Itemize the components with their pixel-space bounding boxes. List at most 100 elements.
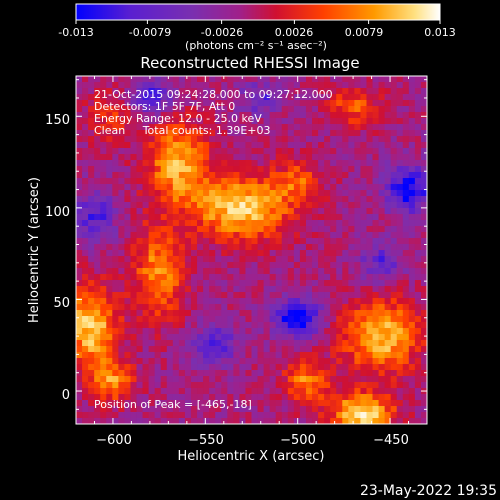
heatmap-cell xyxy=(342,346,349,353)
heatmap-cell xyxy=(408,364,416,371)
heatmap-cell xyxy=(275,124,283,131)
heatmap-cell xyxy=(136,394,143,401)
heatmap-cell xyxy=(106,130,113,137)
heatmap-cell xyxy=(402,388,410,395)
heatmap-cell xyxy=(209,286,216,293)
heatmap-cell xyxy=(360,310,367,317)
heatmap-cell xyxy=(233,292,240,299)
heatmap-cell xyxy=(112,310,119,317)
heatmap-cell xyxy=(112,376,119,383)
heatmap-cell xyxy=(239,250,246,257)
heatmap-cell xyxy=(118,190,125,197)
heatmap-cell xyxy=(178,304,186,311)
heatmap-cell xyxy=(318,148,325,155)
heatmap-cell xyxy=(257,172,264,179)
heatmap-cell xyxy=(154,118,162,125)
heatmap-cell xyxy=(312,100,319,107)
heatmap-cell xyxy=(166,268,174,275)
heatmap-cell xyxy=(245,196,252,203)
heatmap-cell xyxy=(342,190,349,197)
heatmap-cell xyxy=(148,286,156,293)
heatmap-cell xyxy=(372,370,379,377)
heatmap-cell xyxy=(239,340,246,347)
heatmap-cell xyxy=(142,178,150,185)
heatmap-cell xyxy=(239,298,246,305)
heatmap-cell xyxy=(209,316,216,323)
heatmap-cell xyxy=(172,160,180,167)
heatmap-cell xyxy=(203,100,210,107)
heatmap-cell xyxy=(378,220,386,227)
heatmap-cell xyxy=(420,250,428,257)
heatmap-cell xyxy=(372,280,379,287)
heatmap-cell xyxy=(118,334,125,341)
colorbar-tick-label: 0.0026 xyxy=(275,26,314,39)
heatmap-cell xyxy=(269,334,277,341)
heatmap-cell xyxy=(402,364,410,371)
heatmap-cell xyxy=(136,376,143,383)
heatmap-cell xyxy=(287,364,295,371)
heatmap-cell xyxy=(299,364,307,371)
heatmap-cell xyxy=(263,226,271,233)
heatmap-cell xyxy=(245,100,252,107)
heatmap-cell xyxy=(354,232,361,239)
heatmap-cell xyxy=(154,268,162,275)
heatmap-cell xyxy=(348,106,355,113)
heatmap-cell xyxy=(124,112,131,119)
heatmap-cell xyxy=(354,322,361,329)
heatmap-cell xyxy=(366,82,373,89)
heatmap-cell xyxy=(160,406,168,413)
heatmap-cell xyxy=(305,352,313,359)
heatmap-cell xyxy=(197,106,204,113)
heatmap-cell xyxy=(408,238,416,245)
heatmap-cell xyxy=(336,184,343,191)
heatmap-cell xyxy=(420,412,428,419)
heatmap-cell xyxy=(414,364,422,371)
heatmap-cell xyxy=(378,238,386,245)
heatmap-cell xyxy=(263,352,271,359)
heatmap-cell xyxy=(384,136,392,143)
heatmap-cell xyxy=(130,394,137,401)
heatmap-cell xyxy=(209,196,216,203)
heatmap-cell xyxy=(330,418,337,425)
heatmap-cell xyxy=(305,154,313,161)
heatmap-cell xyxy=(124,154,131,161)
heatmap-cell xyxy=(154,256,162,263)
heatmap-cell xyxy=(348,316,355,323)
heatmap-cell xyxy=(148,412,156,419)
heatmap-cell xyxy=(178,166,186,173)
heatmap-cell xyxy=(239,316,246,323)
heatmap-cell xyxy=(251,202,258,209)
heatmap-cell xyxy=(130,406,137,413)
heatmap-cell xyxy=(221,178,228,185)
heatmap-cell xyxy=(112,154,119,161)
heatmap-cell xyxy=(366,286,373,293)
heatmap-cell xyxy=(215,82,222,89)
heatmap-cell xyxy=(233,322,240,329)
heatmap-cell xyxy=(215,214,222,221)
heatmap-cell xyxy=(88,244,95,251)
heatmap-cell xyxy=(366,256,373,263)
heatmap-cell xyxy=(318,400,325,407)
heatmap-cell xyxy=(154,334,162,341)
heatmap-cell xyxy=(82,250,89,257)
heatmap-cell xyxy=(312,310,319,317)
heatmap-cell xyxy=(257,166,264,173)
heatmap-cell xyxy=(100,76,107,83)
heatmap-cell xyxy=(209,400,216,407)
heatmap-cell xyxy=(408,292,416,299)
heatmap-cell xyxy=(378,418,386,425)
heatmap-cell xyxy=(287,148,295,155)
heatmap-cell xyxy=(420,316,428,323)
heatmap-cell xyxy=(82,196,89,203)
heatmap-cell xyxy=(360,256,367,263)
heatmap-cell xyxy=(221,238,228,245)
heatmap-cell xyxy=(172,394,180,401)
heatmap-cell xyxy=(94,268,101,275)
heatmap-cell xyxy=(390,118,398,125)
heatmap-cell xyxy=(251,76,258,83)
heatmap-cell xyxy=(166,322,174,329)
heatmap-cell xyxy=(190,118,198,125)
heatmap-cell xyxy=(305,358,313,365)
heatmap-cell xyxy=(233,406,240,413)
heatmap-cell xyxy=(396,364,404,371)
